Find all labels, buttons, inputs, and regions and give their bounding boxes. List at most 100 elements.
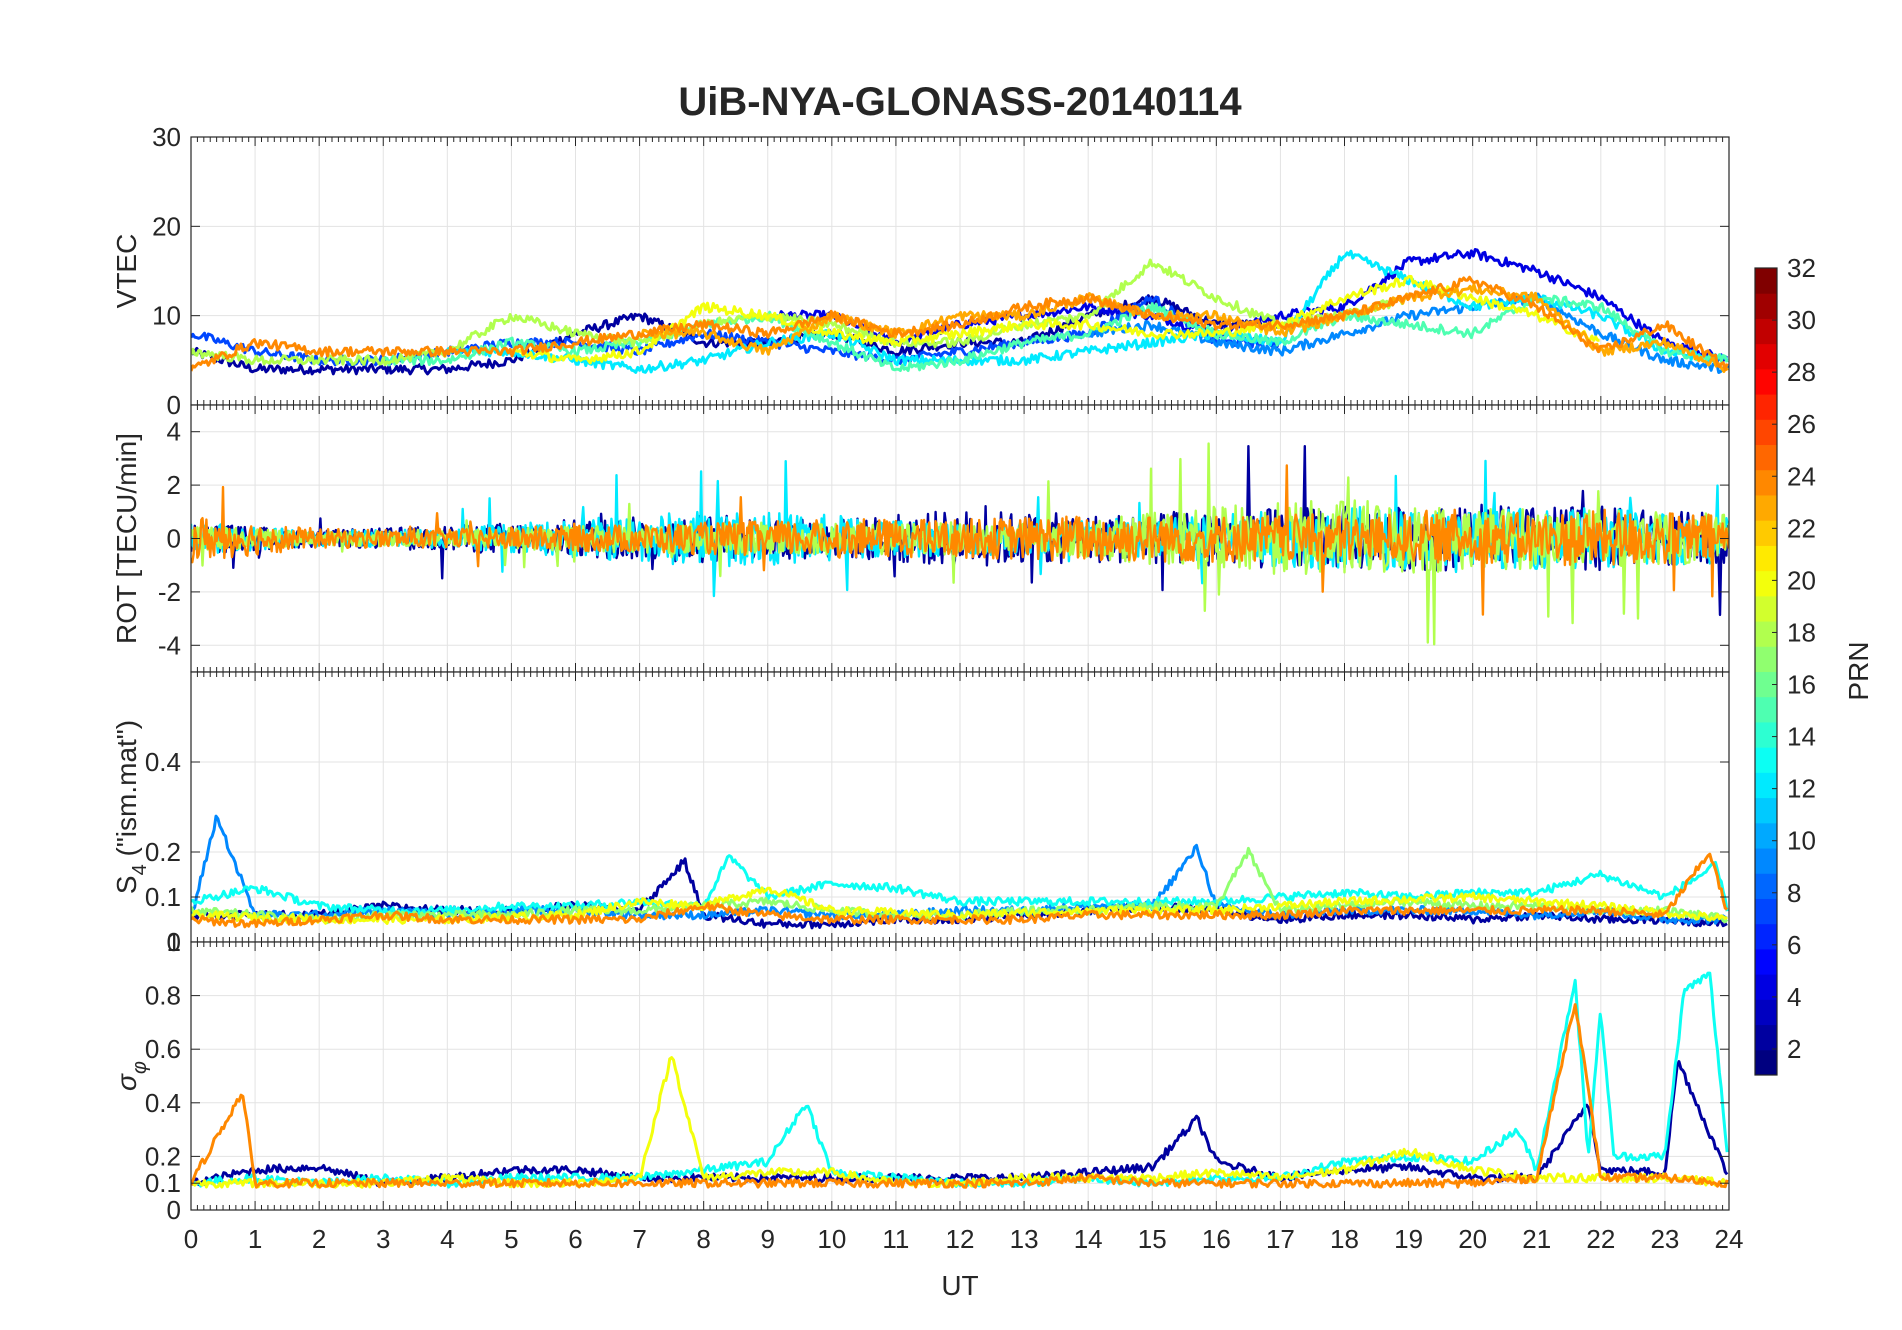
- series-line-prn-13: [191, 854, 1729, 916]
- colorbar-tick-label: 28: [1787, 357, 1816, 387]
- colorbar-swatch: [1755, 898, 1777, 925]
- colorbar-swatch: [1755, 848, 1777, 874]
- x-tick-label: 14: [1074, 1224, 1103, 1254]
- colorbar-swatch: [1755, 696, 1777, 723]
- y-axis-label: VTEC: [111, 234, 142, 309]
- colorbar-swatch: [1755, 545, 1777, 572]
- x-tick-label: 2: [312, 1224, 326, 1254]
- y-tick-label: 0.2: [145, 837, 181, 867]
- y-tick-label: 20: [152, 211, 181, 241]
- panel-s4: 0.4 0.2 0.1 01 S4 ("ism.mat"): [111, 671, 1730, 957]
- x-tick-label: 21: [1522, 1224, 1551, 1254]
- y-tick-label: 0.4: [145, 747, 181, 777]
- series-line-prn-24: [191, 1003, 1729, 1189]
- series-line-prn-24: [191, 464, 1729, 616]
- y-label-subscript: φ: [129, 1061, 151, 1074]
- colorbar-swatch: [1755, 520, 1777, 546]
- y-axis-label: S4 ("ism.mat"): [111, 720, 151, 894]
- colorbar-swatch: [1755, 368, 1777, 395]
- colorbar-swatch: [1755, 595, 1777, 622]
- series-line-prn-15: [382, 293, 1729, 372]
- x-tick-label: 16: [1202, 1224, 1231, 1254]
- x-tick-label: 22: [1586, 1224, 1615, 1254]
- colorbar-swatch: [1755, 394, 1777, 420]
- colorbar-swatch: [1755, 494, 1777, 521]
- y-tick-label: -2: [158, 577, 181, 607]
- series-group: [191, 442, 1729, 646]
- x-tick-label: 15: [1138, 1224, 1167, 1254]
- colorbar-tick-label: 14: [1787, 722, 1816, 752]
- x-tick-label: 11: [882, 1224, 909, 1254]
- x-tick-label: 7: [632, 1224, 646, 1254]
- colorbar-tick-label: 2: [1787, 1034, 1801, 1064]
- chart-title: UiB-NYA-GLONASS-20140114: [678, 80, 1242, 124]
- colorbar-tick-label: 16: [1787, 670, 1816, 700]
- colorbar-tick-label: 22: [1787, 513, 1816, 543]
- y-tick-label: 0: [167, 390, 181, 420]
- y-axis-label: σφ: [111, 1061, 151, 1091]
- y-tick-label: 2: [167, 470, 181, 500]
- y-tick-label: 0.6: [145, 1034, 181, 1064]
- colorbar-swatch: [1755, 570, 1777, 597]
- y-tick-label: 0: [167, 927, 181, 957]
- colorbar-tick-label: 4: [1787, 982, 1801, 1012]
- y-tick-label: 0.1: [145, 882, 181, 912]
- colorbar-swatch: [1755, 444, 1777, 471]
- x-tick-label: 3: [376, 1224, 390, 1254]
- x-tick-label: 6: [568, 1224, 582, 1254]
- colorbar-swatch: [1755, 721, 1777, 748]
- colorbar-tick-label: 32: [1787, 253, 1816, 283]
- y-label-subscript: 4: [129, 864, 151, 875]
- colorbar-swatch: [1755, 873, 1777, 899]
- colorbar-tick-label: 12: [1787, 774, 1816, 804]
- series-line-prn-18: [191, 258, 1409, 367]
- x-tick-label: 19: [1394, 1224, 1423, 1254]
- y-tick-label: 0.1: [145, 1168, 181, 1198]
- y-tick-label: 0: [167, 1195, 181, 1225]
- colorbar-swatch: [1755, 621, 1777, 647]
- x-tick-label: 18: [1330, 1224, 1359, 1254]
- colorbar-swatch: [1755, 469, 1777, 496]
- panel-sigma: 0.8 0.6 0.4 0.20.10 σφ: [111, 941, 1730, 1225]
- x-tick-label: 24: [1715, 1224, 1744, 1254]
- colorbar-tick-label: 18: [1787, 617, 1816, 647]
- x-tick-label: 10: [817, 1224, 846, 1254]
- colorbar-swatch: [1755, 1024, 1777, 1051]
- colorbar-tick-label: 26: [1787, 409, 1816, 439]
- colorbar-swatch: [1755, 419, 1777, 446]
- colorbar-swatch: [1755, 974, 1777, 1000]
- x-tick-label: 0: [184, 1224, 198, 1254]
- y-axis-label: ROT [TECU/min]: [111, 433, 142, 644]
- x-tick-label: 5: [504, 1224, 518, 1254]
- colorbar-swatch: [1755, 318, 1777, 345]
- series-group: [191, 971, 1729, 1189]
- x-tick-label: 13: [1010, 1224, 1039, 1254]
- series-line-prn-24: [191, 275, 1729, 372]
- panel-rot: 4 2 0 -2 -4 ROT [TECU/min]: [111, 404, 1730, 673]
- colorbar-swatch: [1755, 999, 1777, 1026]
- x-tick-label: 12: [946, 1224, 975, 1254]
- y-tick-label: -4: [158, 630, 181, 660]
- panel-vtec: 30 20 10 0 VTEC: [111, 122, 1730, 420]
- colorbar-label: PRN: [1843, 641, 1874, 700]
- y-label-main: σ: [111, 1073, 142, 1091]
- series-line-prn-24: [191, 852, 1729, 929]
- colorbar-swatch: [1755, 747, 1777, 773]
- y-tick-label: 0.2: [145, 1141, 181, 1171]
- y-label-rest: ("ism.mat"): [111, 720, 142, 864]
- colorbar-swatch: [1755, 948, 1777, 975]
- y-tick-label: 0.8: [145, 981, 181, 1011]
- x-tick-labels: 0 1 2 3 4 5 6 7 8 9 10 11 12 13 14 15 16 17 18 19 20 21 22 23 24: [184, 1224, 1744, 1254]
- colorbar-tick-label: 10: [1787, 826, 1816, 856]
- y-tick-label: 30: [152, 122, 181, 152]
- colorbar-swatch: [1755, 671, 1777, 698]
- colorbar-swatch: [1755, 822, 1777, 849]
- x-tick-label: 20: [1458, 1224, 1487, 1254]
- series-line-prn-20: [510, 274, 1600, 365]
- colorbar-swatch: [1755, 268, 1777, 294]
- x-tick-label: 8: [696, 1224, 710, 1254]
